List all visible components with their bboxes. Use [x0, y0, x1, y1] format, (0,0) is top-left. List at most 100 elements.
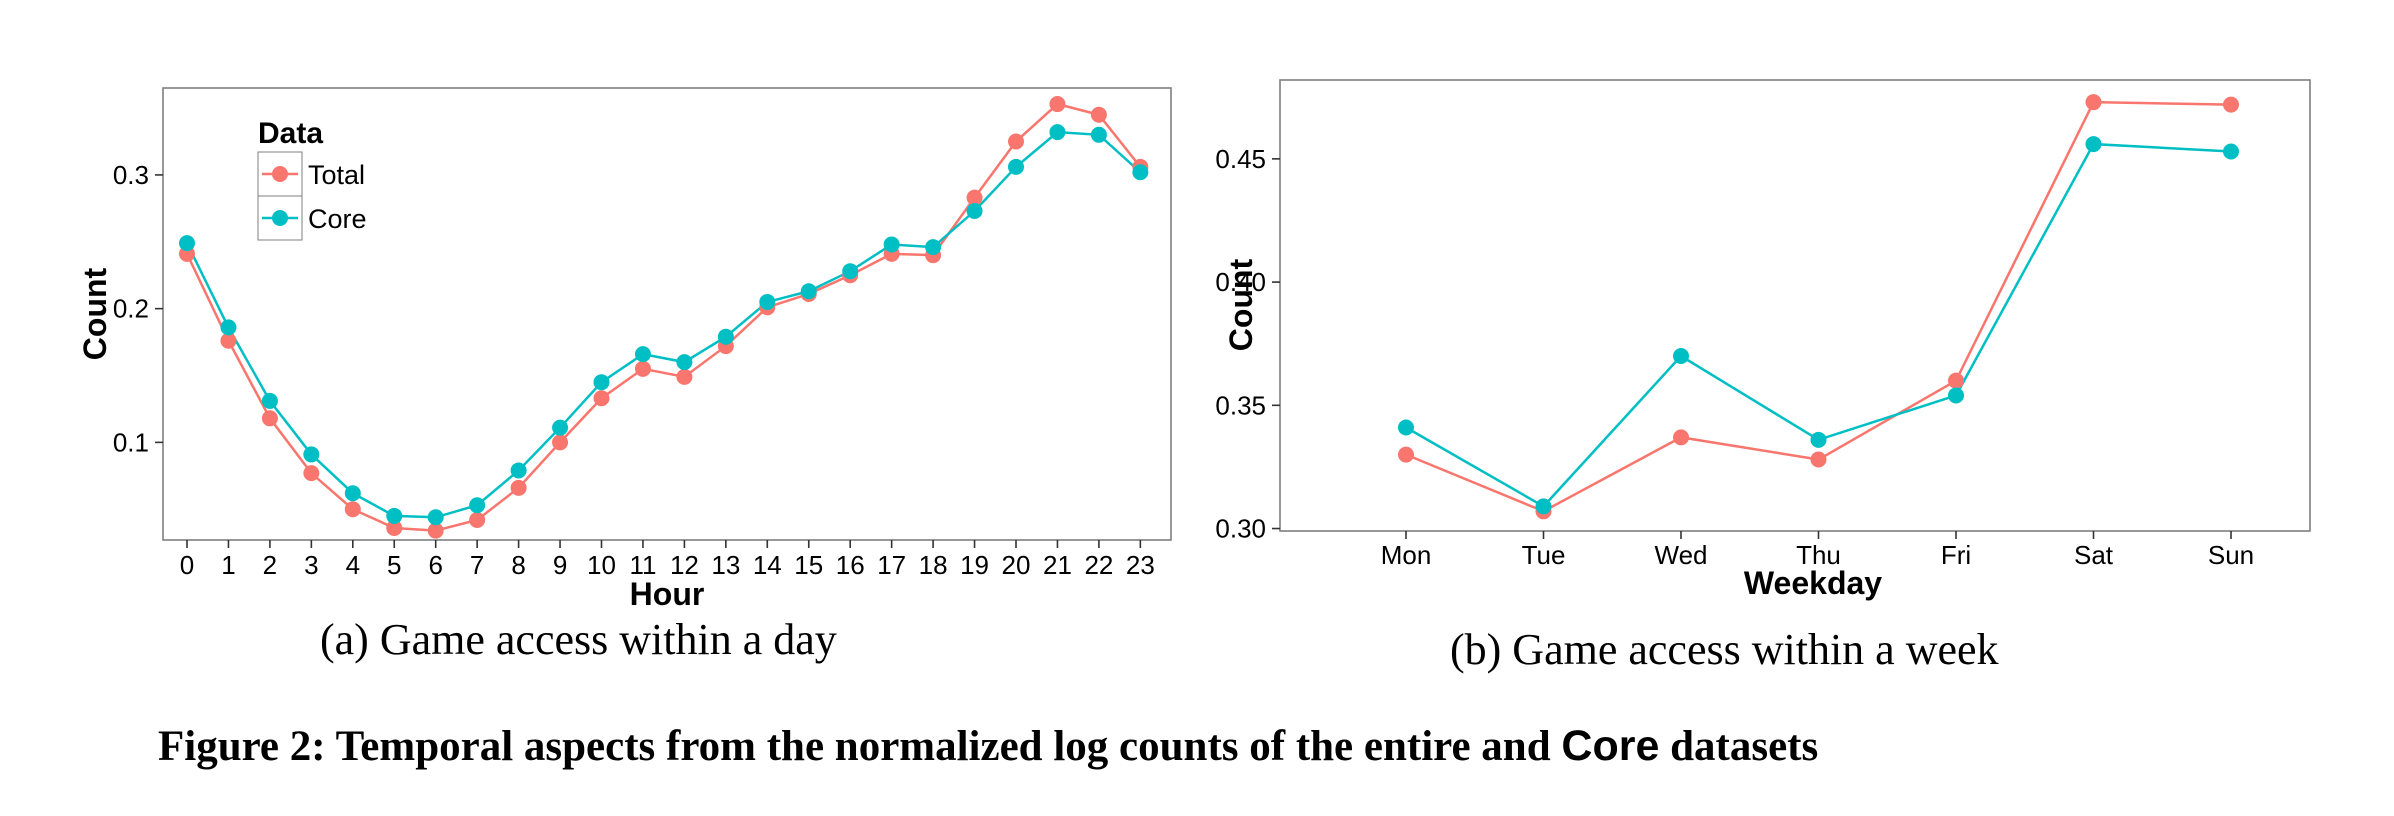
chart-day: 0.10.20.3 0 1 2 3 4 5 6 7 8 9 10 11 12 13 14 15 16 17 18 19… — [77, 87, 1172, 612]
data-point-core — [1049, 124, 1066, 141]
legend-title: Data — [258, 117, 323, 150]
data-point-core — [1132, 164, 1149, 181]
x-tick-label: 11 — [629, 550, 656, 580]
y-axis-label-day: Count — [77, 267, 113, 360]
data-point-core — [759, 293, 776, 310]
x-tick-label: 23 — [1126, 550, 1155, 580]
y-axis-label-week: Count — [1223, 258, 1259, 351]
data-point-total — [676, 368, 693, 385]
y-ticks-day: 0.1 0.2 0.3 — [113, 160, 163, 457]
legend-marker-total — [272, 166, 288, 182]
y-tick-label: 0.45 — [1215, 144, 1266, 174]
plot-frame-week — [1279, 79, 2311, 532]
data-point-total — [1049, 96, 1066, 113]
x-tick-label: 8 — [511, 550, 525, 580]
y-tick-label: 0.35 — [1215, 390, 1266, 420]
figure-caption: Figure 2: Temporal aspects from the norm… — [158, 722, 1818, 771]
x-tick-label: 4 — [346, 550, 360, 580]
data-point-core — [842, 263, 859, 280]
data-point-total — [220, 332, 237, 349]
y-ticks-week: 0.30 0.35 0.40 0.45 — [1215, 144, 1280, 544]
x-tick-label: 0 — [180, 550, 194, 580]
x-tick-label: 3 — [304, 550, 318, 580]
data-point-total — [593, 390, 610, 407]
data-point-core — [800, 283, 817, 300]
data-point-core — [2223, 143, 2239, 160]
data-point-core — [1673, 348, 1689, 365]
series-week — [1398, 94, 2239, 520]
data-point-core — [1535, 498, 1552, 515]
data-point-total — [1673, 429, 1689, 446]
x-tick-label: 17 — [877, 550, 906, 580]
x-tick-label: 2 — [263, 550, 277, 580]
data-point-total — [966, 189, 983, 206]
x-axis-label-week: Weekday — [1744, 565, 1882, 601]
data-point-total — [552, 434, 569, 451]
x-tick-label: 20 — [1002, 550, 1031, 580]
data-point-total — [1810, 451, 1827, 468]
data-point-total — [634, 360, 651, 377]
x-tick-label: Sat — [2074, 540, 2114, 570]
data-point-core — [593, 374, 610, 391]
y-tick-label: 0.30 — [1215, 514, 1266, 544]
x-tick-label: 1 — [221, 550, 235, 580]
chart-week: 0.30 0.35 0.40 0.45 Mon Tue Wed Thu Fri Sat Sun W… — [1215, 79, 2311, 601]
x-tick-label: 18 — [919, 550, 948, 580]
data-point-total — [427, 522, 444, 539]
x-tick-label: 16 — [836, 550, 865, 580]
subcaption-week: (b) Game access within a week — [1450, 625, 1999, 674]
series-line-core — [185, 130, 1142, 519]
data-point-core — [966, 203, 983, 220]
data-point-core — [303, 446, 320, 463]
data-point-total — [1090, 106, 1107, 123]
data-point-total — [386, 519, 403, 536]
data-point-core — [1810, 431, 1827, 448]
data-point-core — [386, 507, 403, 524]
figure-caption-prefix: Figure 2: Temporal aspects from the norm… — [158, 723, 1562, 770]
figure-caption-suffix: datasets — [1659, 723, 1819, 770]
data-point-core — [427, 509, 444, 526]
y-tick-label: 0.1 — [113, 427, 149, 457]
data-point-core — [1008, 158, 1024, 175]
data-point-core — [634, 346, 651, 363]
x-tick-label: 12 — [670, 550, 699, 580]
x-tick-label: 13 — [711, 550, 740, 580]
data-point-total — [261, 410, 278, 427]
plot-frame-day — [162, 87, 1172, 541]
x-tick-label: 10 — [587, 550, 616, 580]
legend-marker-core — [272, 210, 288, 226]
y-tick-label: 0.2 — [113, 294, 149, 324]
x-tick-label: Thu — [1796, 540, 1841, 570]
data-point-core — [883, 236, 900, 253]
legend-label-total: Total — [308, 160, 365, 190]
data-point-total — [510, 479, 527, 496]
data-point-total — [344, 501, 361, 518]
x-ticks-week: Mon Tue Wed Thu Fri Sat Sun — [1381, 531, 2254, 570]
y-tick-label: 0.3 — [113, 160, 149, 190]
data-point-total — [2085, 94, 2102, 111]
data-point-core — [220, 319, 237, 336]
x-tick-label: Wed — [1655, 540, 1708, 570]
x-tick-label: Sun — [2208, 540, 2254, 570]
x-tick-label: Mon — [1381, 540, 1432, 570]
x-tick-label: 6 — [428, 550, 442, 580]
x-ticks-day: 0 1 2 3 4 5 6 7 8 9 10 11 12 13 14 15 16 17 18 19 20 21 22 23 — [180, 540, 1155, 580]
subcaption-day: (a) Game access within a day — [320, 615, 837, 664]
figure-caption-core: Core — [1561, 722, 1660, 770]
data-point-core — [179, 235, 195, 252]
series-day — [179, 96, 1149, 539]
x-tick-label: Tue — [1522, 540, 1566, 570]
data-point-core — [717, 328, 734, 345]
data-point-total — [469, 511, 486, 528]
data-point-core — [344, 485, 361, 502]
data-point-core — [1398, 419, 1414, 436]
x-tick-label: 7 — [470, 550, 484, 580]
x-tick-label: 21 — [1043, 550, 1072, 580]
data-point-core — [1948, 387, 1964, 404]
x-tick-label: 9 — [553, 550, 567, 580]
data-point-core — [925, 239, 942, 256]
data-point-total — [1398, 446, 1414, 463]
x-tick-label: 5 — [387, 550, 401, 580]
x-tick-label: 15 — [794, 550, 823, 580]
